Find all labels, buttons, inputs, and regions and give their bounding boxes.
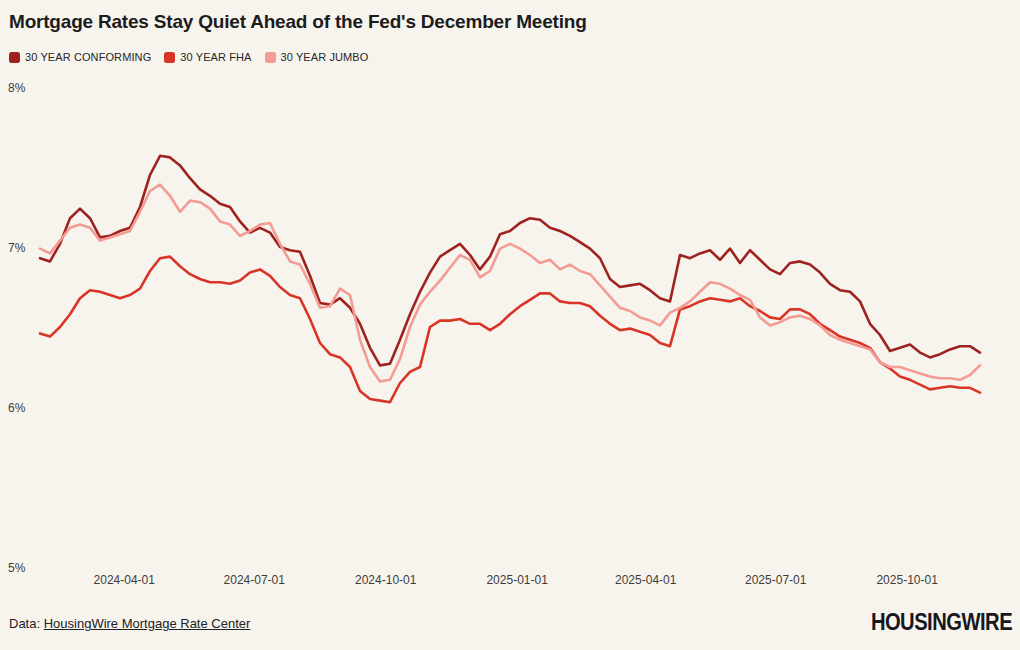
x-axis-tick-label: 2025-07-01 (745, 573, 807, 587)
line-chart-plot: 8% 7% 6% 5% 2024-04-01 2024-07-01 2024-10-01 20… (0, 0, 1020, 650)
x-axis-tick-label: 2024-10-01 (355, 573, 417, 587)
housingwire-logo: HOUSINGWIRE (871, 608, 1012, 636)
x-axis-tick-label: 2025-01-01 (486, 573, 548, 587)
series-line-30-year-fha (40, 257, 980, 403)
y-axis-tick-label: 5% (8, 561, 26, 575)
x-axis-tick-label: 2025-04-01 (615, 573, 677, 587)
data-source-link[interactable]: HousingWire Mortgage Rate Center (44, 616, 251, 631)
chart-canvas: Mortgage Rates Stay Quiet Ahead of the F… (0, 0, 1020, 650)
series-line-30-year-conforming (40, 156, 980, 366)
x-axis-tick-label: 2024-07-01 (224, 573, 286, 587)
x-axis-tick-label: 2025-10-01 (876, 573, 938, 587)
y-axis-tick-label: 7% (8, 241, 26, 255)
y-axis-tick-label: 8% (8, 81, 26, 95)
x-axis-tick-label: 2024-04-01 (94, 573, 156, 587)
data-source-note: Data: HousingWire Mortgage Rate Center (9, 616, 250, 631)
series-line-30-year-jumbo (40, 185, 980, 382)
y-axis-tick-label: 6% (8, 401, 26, 415)
data-source-prefix: Data: (9, 616, 44, 631)
